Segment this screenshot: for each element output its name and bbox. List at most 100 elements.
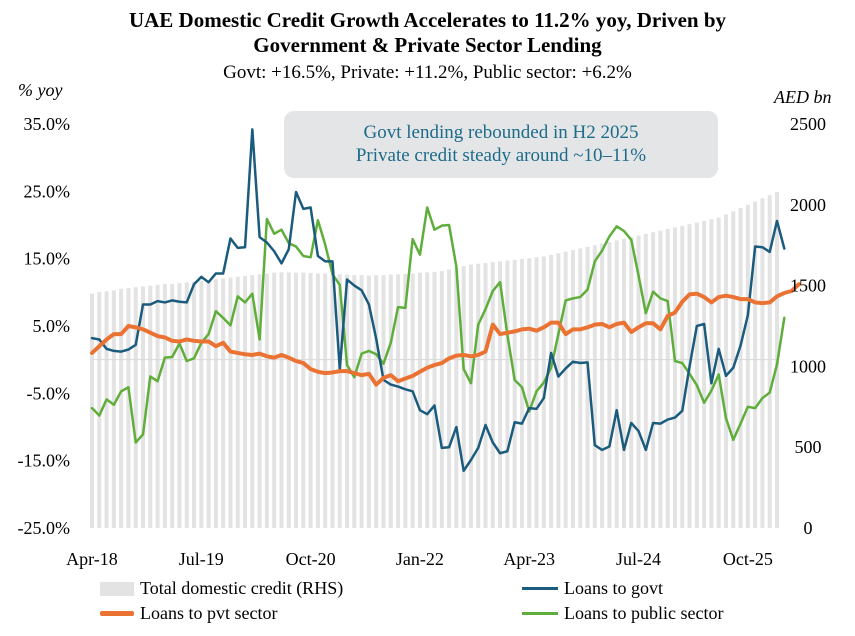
left-axis-tick-label: 15.0% <box>24 249 71 269</box>
chart-subtitle: Govt: +16.5%, Private: +11.2%, Public se… <box>223 62 632 83</box>
credit-bar <box>585 246 590 528</box>
credit-bar <box>702 220 707 528</box>
credit-bar <box>388 274 393 528</box>
annotation-line1: Govt lending rebounded in H2 2025 <box>363 122 639 143</box>
credit-bar <box>651 232 656 528</box>
credit-bar <box>672 227 677 529</box>
credit-bar <box>366 275 371 528</box>
chart-title-line2: Government & Private Sector Lending <box>253 33 602 57</box>
credit-bar <box>97 292 102 528</box>
credit-bar <box>264 273 269 528</box>
credit-bar <box>716 217 721 529</box>
left-axis-unit: % yoy <box>18 80 63 100</box>
credit-bar <box>345 274 350 528</box>
x-axis-tick-label: Oct-25 <box>723 549 773 569</box>
series-lines-layer <box>90 128 801 473</box>
right-axis-tick-label: 2000 <box>790 195 826 215</box>
credit-bar <box>235 276 240 528</box>
legend-swatch-public <box>522 612 558 615</box>
left-axis-tick-label: 5.0% <box>33 316 71 336</box>
credit-bar <box>512 259 517 528</box>
public-sector-line <box>90 206 786 444</box>
private-sector-line <box>90 282 801 387</box>
credit-bar <box>243 275 248 528</box>
left-axis-tick-label: 25.0% <box>24 181 71 201</box>
right-axis-tick-label: 0 <box>804 518 813 538</box>
credit-bar <box>665 229 670 529</box>
credit-bar <box>476 263 481 528</box>
credit-bar <box>228 277 233 528</box>
left-axis-tick-label: -25.0% <box>18 518 71 538</box>
right-axis-unit: AED bn <box>774 87 832 107</box>
credit-bar <box>760 198 765 528</box>
credit-bar <box>396 274 401 528</box>
x-axis-tick-label: Apr-18 <box>66 549 118 569</box>
credit-bar <box>519 258 524 528</box>
credit-bar <box>315 273 320 528</box>
credit-bar <box>257 274 262 528</box>
left-axis-tick-label: -15.0% <box>18 451 71 471</box>
credit-bar <box>272 272 277 528</box>
credit-bar <box>498 261 503 528</box>
credit-bar <box>738 208 743 528</box>
x-axis-tick-label: Apr-23 <box>503 549 555 569</box>
credit-bar <box>578 248 583 528</box>
credit-bar <box>454 267 459 528</box>
credit-bar <box>199 280 204 528</box>
credit-bar <box>337 274 342 528</box>
credit-bar <box>104 291 109 528</box>
credit-bar <box>330 273 335 528</box>
credit-bar <box>461 266 466 528</box>
credit-bar <box>425 272 430 528</box>
credit-bar <box>90 293 95 528</box>
left-axis-tick-label: -5.0% <box>27 383 71 403</box>
credit-bar <box>614 240 619 528</box>
credit-bar <box>570 250 575 529</box>
credit-bar <box>563 251 568 528</box>
govt-line <box>90 128 786 473</box>
credit-bar <box>294 272 299 528</box>
credit-bar <box>155 284 160 528</box>
annotation-line2: Private credit steady around ~10–11% <box>355 145 647 166</box>
credit-bar <box>410 273 415 528</box>
legend-item-public: Loans to public sector <box>522 603 723 624</box>
legend-label-credit: Total domestic credit (RHS) <box>140 578 344 598</box>
credit-bar <box>170 283 175 528</box>
credit-bar <box>767 195 772 528</box>
credit-bar <box>417 272 422 528</box>
credit-bar <box>192 281 197 528</box>
credit-bars-layer <box>90 191 780 529</box>
credit-bar <box>621 238 626 529</box>
right-axis-tick-label: 500 <box>795 437 822 457</box>
credit-bar <box>213 279 218 528</box>
credit-bar <box>600 243 605 528</box>
credit-bar <box>592 245 597 528</box>
credit-bar <box>206 279 211 528</box>
credit-bar <box>753 201 758 528</box>
credit-bar <box>490 262 495 528</box>
credit-bar <box>323 273 328 528</box>
credit-bar <box>359 275 364 528</box>
legend-label-public: Loans to public sector <box>564 603 724 623</box>
legend-label-govt: Loans to govt <box>564 578 663 598</box>
annotation-box: Govt lending rebounded in H2 2025 Privat… <box>284 111 718 178</box>
legend-label-private: Loans to pvt sector <box>140 603 278 623</box>
credit-bar <box>250 275 255 528</box>
chart-title-line1: UAE Domestic Credit Growth Accelerates t… <box>128 8 727 32</box>
x-axis-tick-label: Jul-24 <box>616 549 661 569</box>
credit-bar <box>643 233 648 528</box>
x-axis-tick-label: Jul-19 <box>179 549 224 569</box>
credit-bar <box>680 225 685 528</box>
credit-bar <box>374 275 379 528</box>
credit-bar <box>607 241 612 528</box>
credit-bar <box>447 269 452 528</box>
credit-bar <box>286 272 291 528</box>
legend-swatch-private <box>100 611 134 616</box>
credit-bar <box>381 275 386 528</box>
credit-bar <box>308 273 313 528</box>
credit-bar <box>111 290 116 528</box>
credit-bar <box>745 204 750 529</box>
credit-bar <box>636 235 641 528</box>
credit-bar <box>141 286 146 528</box>
